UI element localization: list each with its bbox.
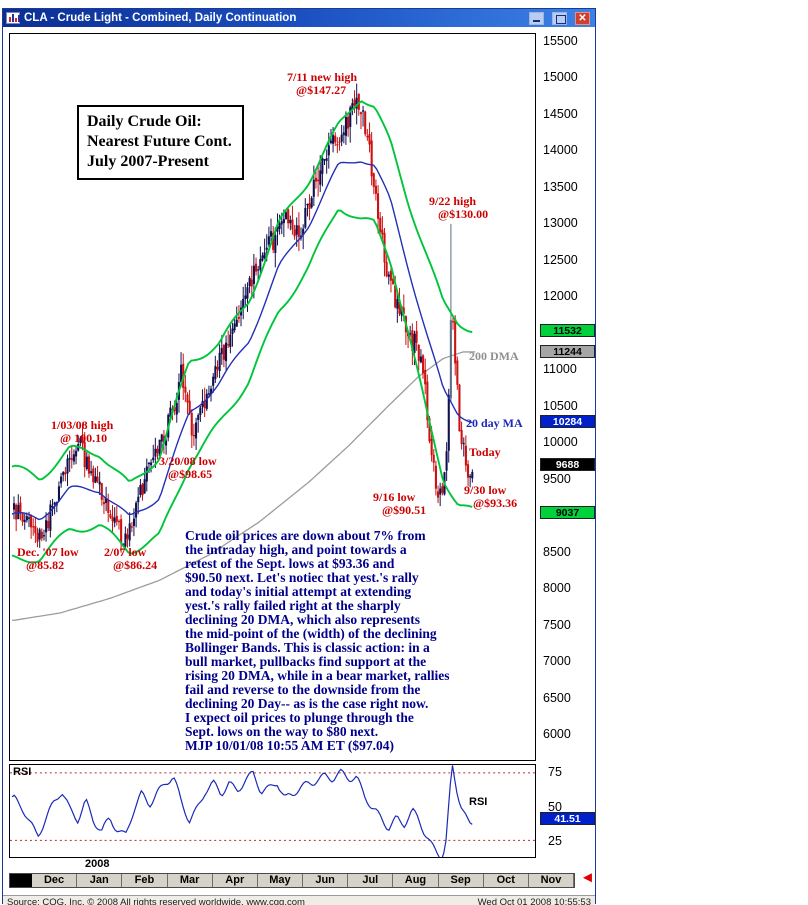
rsi-tick: 75: [548, 765, 562, 779]
month-cell-oct: Oct: [484, 874, 529, 887]
price-tick: 12500: [543, 253, 578, 267]
rsi-tick: 50: [548, 800, 562, 814]
app-icon: [6, 12, 20, 24]
rsi-tick: 25: [548, 834, 562, 848]
month-cell-jun: Jun: [303, 874, 349, 887]
price-tick: 6000: [543, 727, 571, 741]
price-tick: 7500: [543, 618, 571, 632]
price-tick: 15500: [543, 34, 578, 48]
price-badge-bollinger-lower: 9037: [540, 506, 595, 519]
price-badge-bollinger-upper: 11532: [540, 324, 595, 337]
price-badge-ma-200: 11244: [540, 345, 595, 358]
price-tick: 10500: [543, 399, 578, 413]
price-tick: 11000: [543, 362, 577, 376]
price-tick: 13500: [543, 180, 578, 194]
app-window: CLA - Crude Light - Combined, Daily Cont…: [2, 8, 596, 905]
price-tick: 12000: [543, 289, 578, 303]
month-cell-sep: Sep: [439, 874, 484, 887]
month-axis: Dec Jan Feb Mar Apr May Jun Jul Aug Sep Oct Nov: [9, 873, 575, 888]
price-badge-ma-20: 10284: [540, 415, 595, 428]
month-cell-dec: Dec: [32, 874, 78, 887]
price-tick: 14500: [543, 107, 578, 121]
price-chart-svg: [11, 83, 476, 621]
month-cell-feb: Feb: [122, 874, 168, 887]
year-label: 2008: [85, 858, 110, 870]
price-tick: 9500: [543, 472, 571, 486]
price-tick: 14000: [543, 143, 578, 157]
month-cell-may: May: [258, 874, 304, 887]
month-cell-aug: Aug: [393, 874, 439, 887]
price-tick: 8000: [543, 581, 571, 595]
window-controls: [529, 11, 590, 25]
month-cell-jul: Jul: [348, 874, 394, 887]
month-cell-nov: Nov: [529, 874, 575, 887]
month-cell-mar: Mar: [168, 874, 213, 887]
title-bar[interactable]: CLA - Crude Light - Combined, Daily Cont…: [3, 9, 595, 27]
price-tick: 6500: [543, 691, 571, 705]
price-tick: 10000: [543, 435, 578, 449]
scroll-left-arrow[interactable]: [580, 870, 595, 886]
status-bar: Source: CQG, Inc. © 2008 All rights rese…: [3, 895, 595, 905]
price-tick: 7000: [543, 654, 571, 668]
price-badge-last-price: 9688: [540, 458, 595, 471]
rsi-pane: [9, 764, 536, 858]
price-chart-pane: [9, 33, 536, 761]
source-text: Source: CQG, Inc. © 2008 All rights rese…: [7, 897, 305, 905]
price-tick: 8500: [543, 545, 571, 559]
window-title: CLA - Crude Light - Combined, Daily Cont…: [24, 12, 297, 24]
maximize-button[interactable]: [552, 11, 567, 25]
minimize-button[interactable]: [529, 11, 544, 25]
month-cell-jan: Jan: [77, 874, 123, 887]
price-tick: 13000: [543, 216, 578, 230]
rsi-badge: 41.51: [540, 812, 595, 825]
price-tick: 15000: [543, 70, 578, 84]
month-cell-apr: Apr: [213, 874, 258, 887]
close-button[interactable]: [575, 11, 590, 25]
rsi-chart-svg: [10, 765, 535, 857]
timestamp-text: Wed Oct 01 2008 10:55:53: [477, 897, 591, 905]
axis-scroll-thumb[interactable]: [10, 874, 32, 887]
